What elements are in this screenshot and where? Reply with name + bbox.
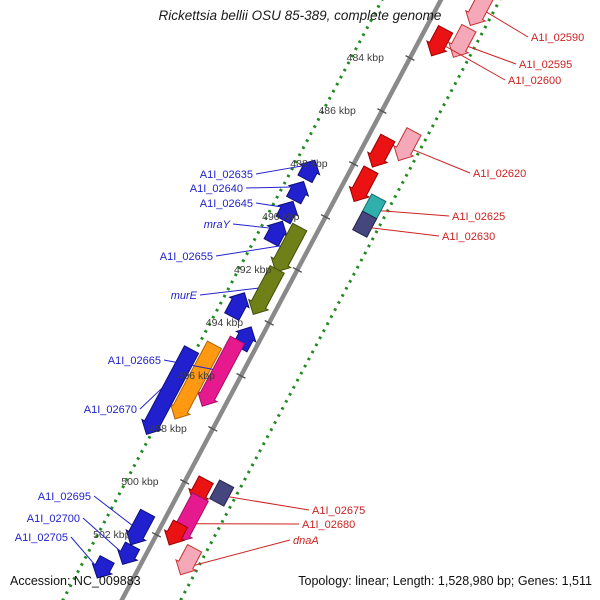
gene-label-A1I_02630[interactable]: A1I_02630: [442, 231, 495, 243]
gene-arrow-A1I_02695[interactable]: [121, 508, 157, 550]
kbp-tick-label: 492 kbp: [234, 264, 272, 276]
gene-label-A1I_02665[interactable]: A1I_02665: [108, 355, 161, 367]
gene-label-A1I_02655[interactable]: A1I_02655: [160, 251, 213, 263]
gene-arrow-gr488[interactable]: [344, 165, 380, 207]
gene-label-A1I_02645[interactable]: A1I_02645: [200, 198, 253, 210]
gene-arrow-A1I_02600[interactable]: [422, 24, 456, 61]
label-leader-A1I_02695: [93, 495, 133, 526]
kbp-tick-label: 502 kbp: [93, 529, 131, 541]
label-leader-A1I_02640: [245, 186, 292, 189]
gene-arrow-A1I_02675[interactable]: [209, 479, 235, 507]
kbp-tick: [405, 55, 415, 61]
gene-label-A1I_02700[interactable]: A1I_02700: [27, 513, 80, 525]
gene-label-dnaA[interactable]: dnaA: [293, 535, 319, 547]
gene-arrow-murE[interactable]: [244, 264, 287, 319]
kbp-tick: [236, 372, 246, 379]
label-leader-A1I_02635: [255, 165, 303, 175]
label-leader-A1I_02630: [371, 227, 440, 237]
label-leader-A1I_02625: [380, 210, 450, 217]
kbp-tick-label: 500 kbp: [121, 476, 159, 488]
gene-label-A1I_02680[interactable]: A1I_02680: [302, 519, 355, 531]
label-leader-A1I_02655: [215, 245, 281, 257]
kbp-tick-label: 494 kbp: [206, 317, 244, 329]
accession-text: Accession: NC_009883: [10, 574, 141, 588]
kbp-tick-label: 486 kbp: [318, 105, 356, 117]
kbp-tick: [208, 425, 218, 432]
kbp-tick: [151, 531, 162, 538]
genome-axis-group: [38, 0, 514, 600]
label-leader-A1I_02705: [70, 536, 96, 566]
gene-arrow-gr502[interactable]: [159, 519, 190, 551]
gene-arrow-dnaA[interactable]: [171, 543, 205, 580]
kbp-tick-label: 488 kbp: [290, 158, 328, 170]
kbp-tick: [179, 478, 190, 485]
gene-label-A1I_02620[interactable]: A1I_02620: [473, 168, 526, 180]
label-leader-A1I_02595: [468, 46, 517, 65]
gene-label-A1I_02675[interactable]: A1I_02675: [312, 505, 365, 517]
label-leader-A1I_02700: [82, 517, 121, 552]
gene-label-mraY[interactable]: mraY: [204, 219, 231, 231]
gene-label-A1I_02595[interactable]: A1I_02595: [519, 59, 572, 71]
kbp-tick: [320, 213, 331, 220]
gene-arrow-A1I_02655[interactable]: [266, 222, 309, 277]
gene-label-A1I_02705[interactable]: A1I_02705: [15, 532, 68, 544]
gene-arrow-A1I_02590[interactable]: [461, 0, 499, 31]
gene-label-A1I_02670[interactable]: A1I_02670: [84, 404, 137, 416]
genome-backbone-line: [84, 0, 469, 600]
gene-label-A1I_02625[interactable]: A1I_02625: [452, 211, 505, 223]
gene-arrow-A1I_02665[interactable]: [192, 335, 247, 412]
page-title: Rickettsia bellii OSU 85-389, complete g…: [158, 8, 442, 23]
label-leader-A1I_02670: [139, 387, 163, 410]
gene-arrow-A1I_02595[interactable]: [444, 23, 479, 62]
gene-arrow-mraY[interactable]: [261, 216, 292, 248]
gene-label-murE[interactable]: murE: [171, 290, 198, 302]
kbp-tick: [292, 266, 303, 273]
gene-label-A1I_02640[interactable]: A1I_02640: [190, 183, 243, 195]
kbp-tick-label: 498 kbp: [149, 423, 187, 435]
gene-arrow-gr487[interactable]: [363, 133, 398, 172]
label-leader-dnaA: [194, 539, 291, 566]
kbp-tick-label: 496 kbp: [178, 370, 216, 382]
kbp-tick: [264, 319, 274, 326]
label-leader-A1I_02675: [228, 496, 310, 511]
kbp-tick-label: 484 kbp: [347, 52, 385, 64]
label-leader-A1I_02590: [486, 11, 529, 38]
gene-label-A1I_02695[interactable]: A1I_02695: [38, 491, 91, 503]
kbp-tick: [348, 160, 359, 167]
kbp-tick: [377, 108, 387, 114]
label-leader-A1I_02665: [163, 359, 213, 370]
label-leader-A1I_02620: [413, 149, 471, 174]
gene-arrow-gorange[interactable]: [165, 340, 224, 424]
kbp-tick-label: 490 kbp: [262, 211, 300, 223]
gene-label-A1I_02590[interactable]: A1I_02590: [531, 32, 584, 44]
label-leader-A1I_02645: [255, 202, 282, 208]
label-leader-A1I_02600: [445, 45, 506, 81]
gene-label-A1I_02635[interactable]: A1I_02635: [200, 169, 253, 181]
gene-arrow-A1I_02620[interactable]: [389, 126, 424, 165]
gene-label-A1I_02600[interactable]: A1I_02600: [508, 75, 561, 87]
label-leader-mraY: [232, 223, 270, 229]
label-leader-murE: [199, 287, 259, 296]
topology-text: Topology: linear; Length: 1,528,980 bp; …: [298, 574, 592, 588]
gene-arrow-gb494[interactable]: [222, 288, 254, 322]
gene-arrow-A1I_02630[interactable]: [352, 210, 378, 238]
